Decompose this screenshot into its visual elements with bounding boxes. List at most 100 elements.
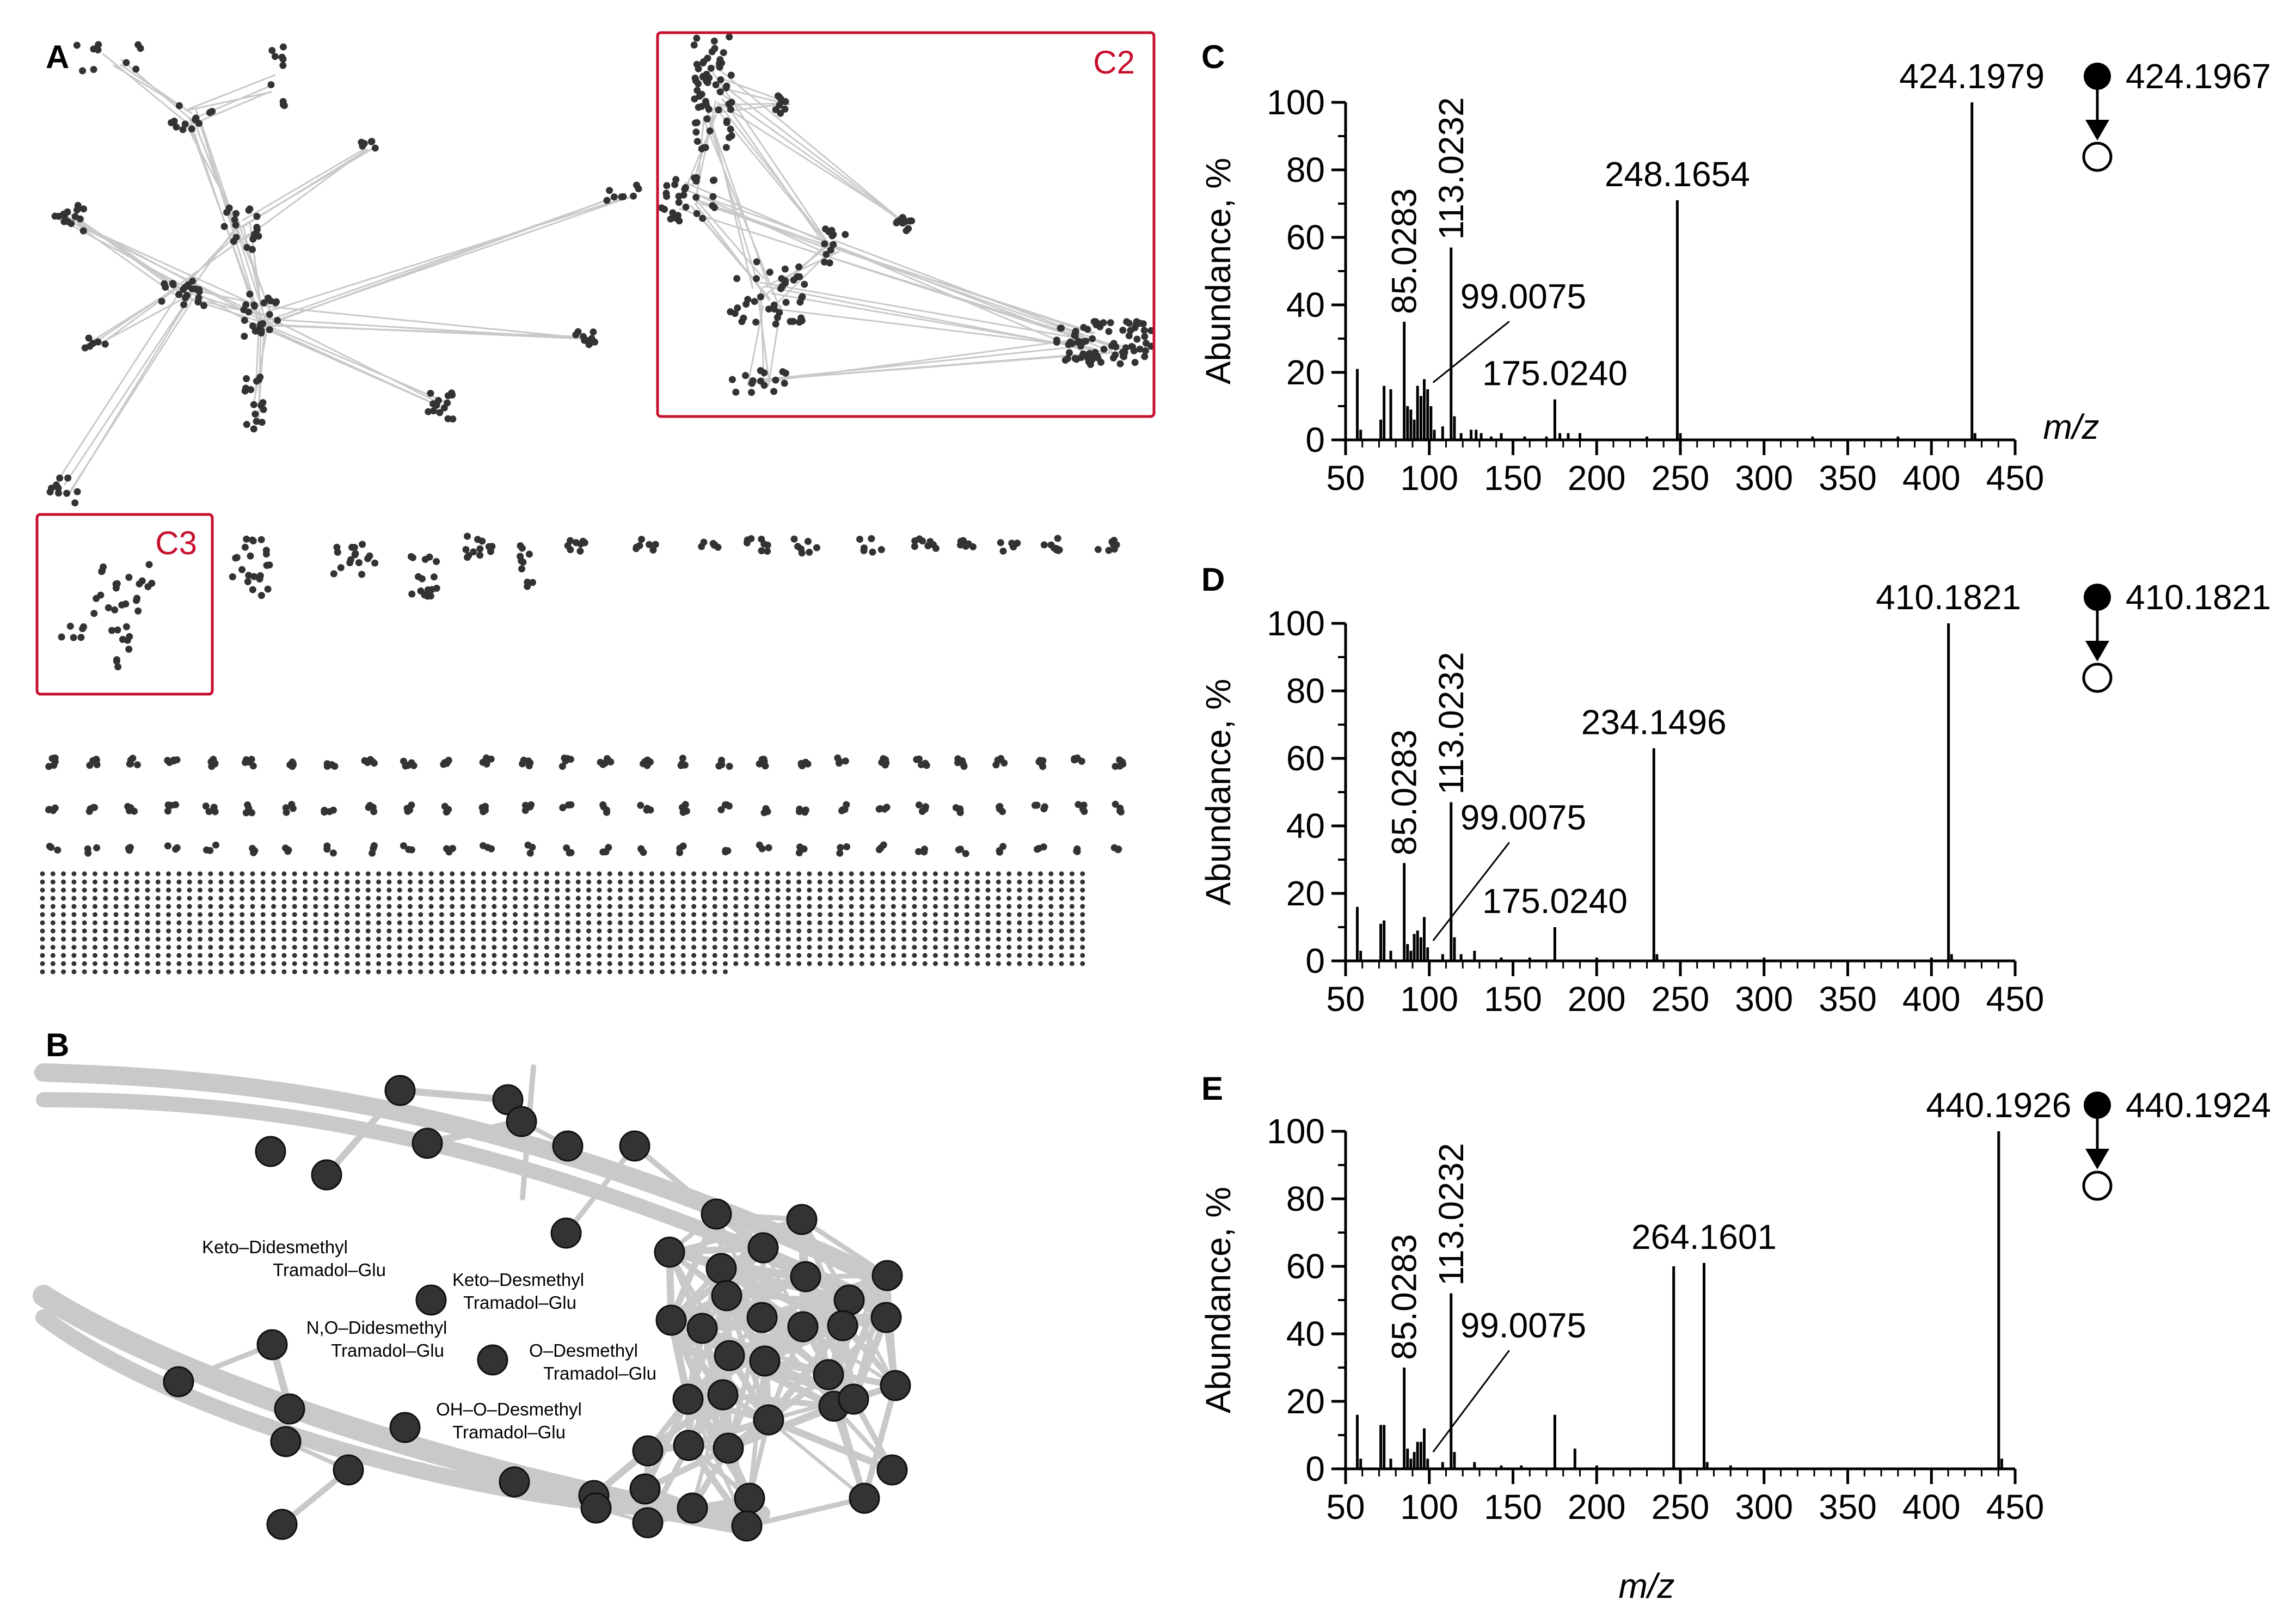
- singleton-node: [544, 920, 549, 926]
- network-node: [271, 53, 279, 60]
- singleton-node: [954, 961, 959, 966]
- network-node: [753, 275, 760, 283]
- singleton-node: [513, 945, 518, 950]
- singleton-node: [586, 945, 592, 950]
- y-tick-label: 40: [1286, 806, 1325, 845]
- network-node: [430, 573, 438, 581]
- singleton-node: [408, 912, 413, 917]
- singleton-node: [807, 904, 812, 909]
- network-node: [610, 193, 618, 201]
- singleton-node: [313, 969, 318, 975]
- singleton-node: [912, 945, 917, 950]
- singleton-node: [103, 912, 108, 917]
- peak-label: 113.0232: [1432, 97, 1471, 240]
- singleton-node: [807, 945, 812, 950]
- singleton-node: [103, 936, 108, 942]
- singleton-node: [912, 896, 917, 901]
- label-no-didesmethyl: N,O–Didesmethyl Tramadol–Glu: [306, 1317, 447, 1361]
- singleton-node: [492, 936, 497, 942]
- singleton-node: [1038, 904, 1043, 909]
- singleton-node: [744, 928, 749, 934]
- singleton-node: [733, 871, 739, 877]
- singleton-node: [649, 953, 654, 958]
- singleton-node: [124, 879, 129, 885]
- network-node: [51, 804, 59, 812]
- network-node: [856, 536, 863, 543]
- singleton-node: [93, 879, 97, 885]
- singleton-node: [933, 920, 938, 926]
- singleton-node: [628, 928, 634, 934]
- singleton-node: [922, 896, 928, 901]
- network-node: [647, 758, 654, 766]
- singleton-node: [775, 945, 781, 950]
- singleton-node: [996, 920, 1001, 926]
- singleton-node: [240, 904, 245, 909]
- singleton-node: [723, 936, 728, 942]
- singleton-node: [1080, 945, 1085, 950]
- singleton-node: [155, 961, 161, 966]
- singleton-node: [765, 887, 770, 893]
- singleton-node: [250, 887, 255, 893]
- singleton-node: [61, 953, 66, 958]
- network-node: [764, 548, 771, 555]
- network-node: [999, 547, 1007, 555]
- singleton-node: [618, 871, 623, 877]
- network-node: [164, 842, 171, 850]
- singleton-node: [428, 912, 434, 917]
- singleton-node: [365, 879, 371, 885]
- singleton-node: [513, 879, 518, 885]
- singleton-node: [1059, 912, 1064, 917]
- network-node: [1116, 762, 1124, 770]
- zoom-edge: [690, 1393, 725, 1510]
- singleton-node: [775, 879, 781, 885]
- zoom-edge: [323, 1087, 404, 1179]
- singleton-node: [450, 887, 455, 893]
- network-node: [95, 41, 102, 48]
- singleton-node: [250, 928, 255, 934]
- singleton-node: [891, 887, 896, 893]
- singleton-node: [397, 945, 402, 950]
- singleton-node: [765, 879, 770, 885]
- y-tick-label: 40: [1286, 1314, 1325, 1353]
- singleton-node: [208, 969, 213, 975]
- singleton-node: [334, 920, 339, 926]
- singleton-node: [838, 920, 844, 926]
- network-node: [630, 192, 637, 200]
- network-node: [758, 547, 765, 555]
- singleton-node: [723, 953, 728, 958]
- singleton-node: [229, 896, 234, 901]
- singleton-node: [754, 953, 759, 958]
- singleton-node: [502, 879, 507, 885]
- singleton-node: [670, 920, 676, 926]
- singleton-node: [229, 920, 234, 926]
- singleton-node: [166, 879, 171, 885]
- zoom-edge: [766, 1418, 867, 1500]
- singleton-node: [470, 961, 476, 966]
- singleton-node: [975, 887, 980, 893]
- singleton-node: [240, 969, 245, 975]
- singleton-node: [103, 879, 108, 885]
- singleton-node: [198, 912, 202, 917]
- network-node: [770, 388, 778, 395]
- singleton-node: [176, 896, 182, 901]
- singleton-node: [639, 871, 644, 877]
- network-node: [361, 757, 369, 764]
- singleton-node: [82, 879, 87, 885]
- network-node: [113, 657, 120, 665]
- singleton-node: [250, 969, 255, 975]
- singleton-node: [954, 871, 959, 877]
- singleton-node: [891, 945, 896, 950]
- peak-label: 175.0240: [1482, 354, 1628, 393]
- network-node: [704, 54, 711, 62]
- singleton-node: [691, 871, 697, 877]
- singleton-node: [397, 928, 402, 934]
- singleton-node: [334, 928, 339, 934]
- singleton-node: [408, 920, 413, 926]
- precursor-mz-label: 410.1821: [2126, 578, 2271, 617]
- network-node: [408, 801, 415, 809]
- singleton-node: [418, 896, 423, 901]
- singleton-node: [470, 887, 476, 893]
- singleton-node: [1069, 896, 1075, 901]
- singleton-node: [975, 879, 980, 885]
- singleton-node: [155, 945, 161, 950]
